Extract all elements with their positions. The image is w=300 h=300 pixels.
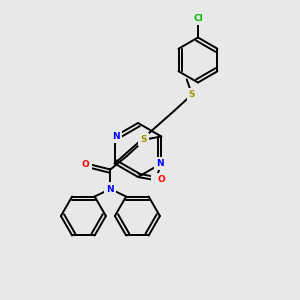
Text: N: N xyxy=(106,184,114,194)
Text: O: O xyxy=(82,160,90,169)
Text: O: O xyxy=(157,176,165,184)
Text: S: S xyxy=(189,90,195,99)
Text: H: H xyxy=(153,177,161,186)
Text: Cl: Cl xyxy=(193,14,203,23)
Text: N: N xyxy=(156,159,164,168)
Text: S: S xyxy=(140,135,147,144)
Text: N: N xyxy=(112,132,120,141)
